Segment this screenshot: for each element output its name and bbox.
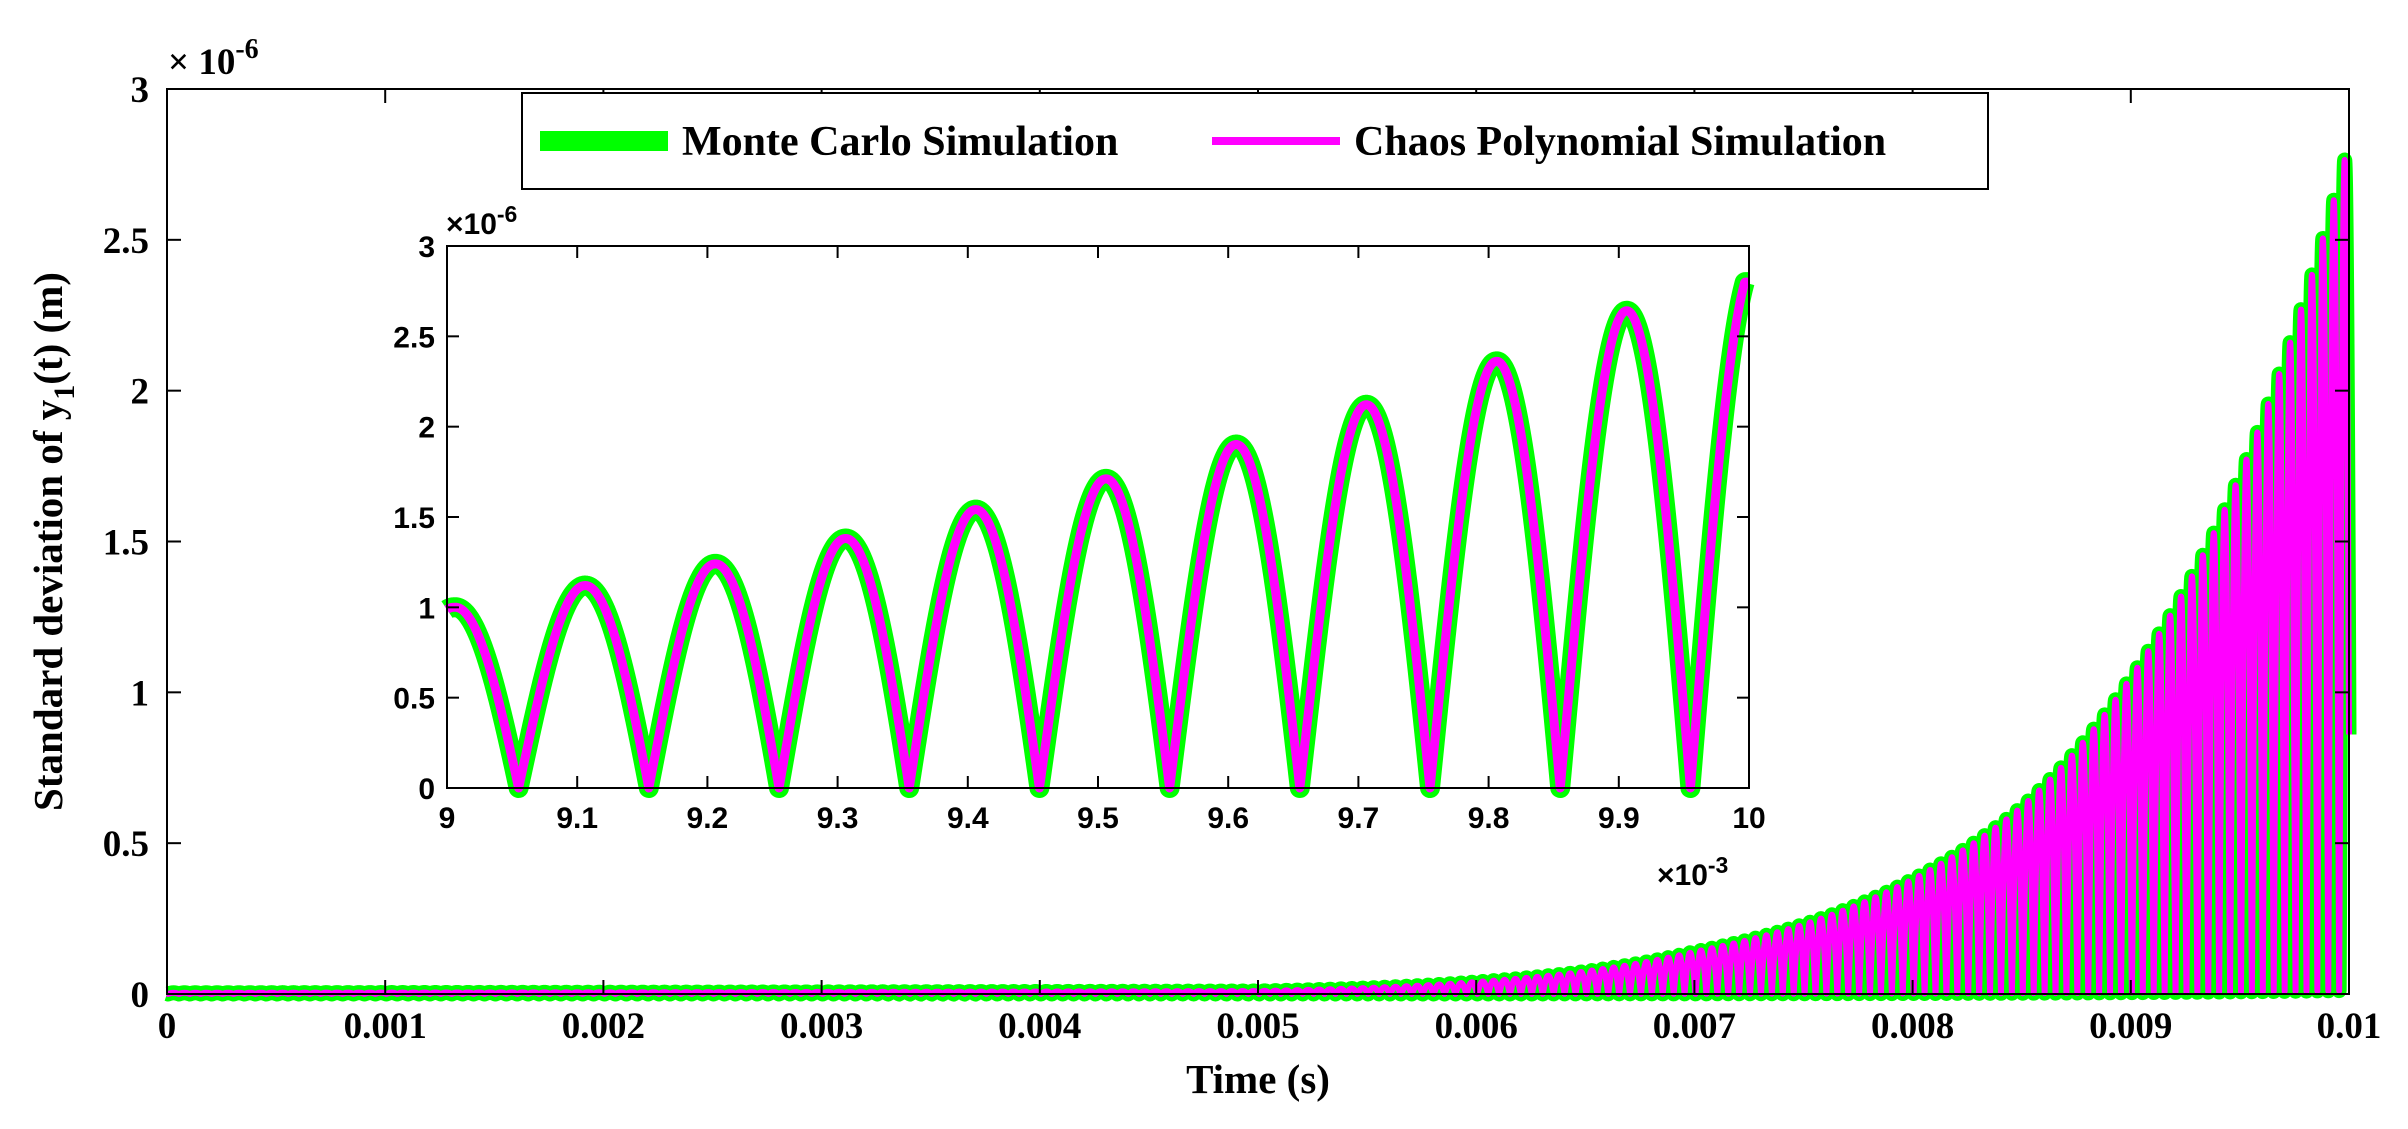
x-tick-label: 0 — [158, 1006, 177, 1047]
y-tick-label: 0 — [131, 975, 150, 1016]
inset-y-tick-label: 3 — [418, 231, 435, 264]
inset-x-tick-label: 9.7 — [1338, 802, 1380, 835]
x-tick-label: 0.004 — [998, 1006, 1081, 1047]
y-tick-label: 2.5 — [103, 221, 149, 262]
x-tick-label: 0.003 — [780, 1006, 863, 1047]
inset-x-tick-label: 9.8 — [1468, 802, 1510, 835]
x-tick-label: 0.007 — [1653, 1006, 1736, 1047]
inset-x-scale-multiplier: ×10-3 — [1657, 852, 1728, 892]
legend: Monte Carlo Simulation Chaos Polynomial S… — [521, 92, 1989, 190]
y-tick-label: 0.5 — [103, 824, 149, 865]
inset-series-chaos-polynomial-line — [442, 277, 1754, 793]
x-tick-label: 0.008 — [1871, 1006, 1954, 1047]
inset-y-scale-multiplier: ×10-6 — [446, 201, 517, 241]
x-tick-label: 0.005 — [1216, 1006, 1299, 1047]
y-scale-multiplier: × 10-6 — [168, 34, 259, 83]
x-tick-label: 0.001 — [344, 1006, 427, 1047]
inset-x-tick-label: 9.2 — [687, 802, 729, 835]
inset-y-tick-label: 1 — [418, 592, 435, 625]
main-plot: 0 0.001 0.002 0.003 0.004 0.005 0.006 0.007 0.00… — [25, 34, 2381, 1102]
x-tick-label: 0.002 — [562, 1006, 645, 1047]
legend-label-chaos-polynomial: Chaos Polynomial Simulation — [1354, 119, 1886, 165]
inset-x-tick-label: 9.9 — [1598, 802, 1640, 835]
y-tick-label: 2 — [131, 372, 150, 413]
x-tick-label: 0.009 — [2089, 1006, 2172, 1047]
inset-x-tick-label: 9.4 — [947, 802, 989, 835]
inset-x-tick-label: 9.5 — [1077, 802, 1119, 835]
inset-x-tick-label: 9.1 — [556, 802, 598, 835]
y-axis-label: Standard deviation of y1(t) (m) — [25, 272, 81, 811]
inset-x-tick-label: 10 — [1732, 802, 1765, 835]
x-axis-label: Time (s) — [1186, 1056, 1330, 1102]
inset-y-tick-label: 1.5 — [393, 502, 435, 535]
y-tick-label: 3 — [131, 70, 150, 111]
x-tick-label: 0.006 — [1435, 1006, 1518, 1047]
legend-label-monte-carlo: Monte Carlo Simulation — [682, 119, 1118, 165]
inset-x-tick-label: 9.3 — [817, 802, 859, 835]
inset-y-tick-label: 2.5 — [393, 321, 435, 354]
inset-plot: 9 9.1 9.2 9.3 9.4 9.5 9.6 9.7 9.8 9.9 10 0 0.5 1 1.5 2 2… — [393, 201, 1765, 892]
inset-y-tick-label: 2 — [418, 412, 435, 445]
y-tick-label: 1 — [131, 673, 150, 714]
inset-x-tick-label: 9.6 — [1207, 802, 1249, 835]
inset-y-tick-label: 0.5 — [393, 683, 435, 716]
inset-x-tick-label: 9 — [439, 802, 456, 835]
y-tick-label: 1.5 — [103, 523, 149, 564]
x-tick-label: 0.01 — [2317, 1006, 2382, 1047]
inset-y-tick-label: 0 — [418, 773, 435, 806]
